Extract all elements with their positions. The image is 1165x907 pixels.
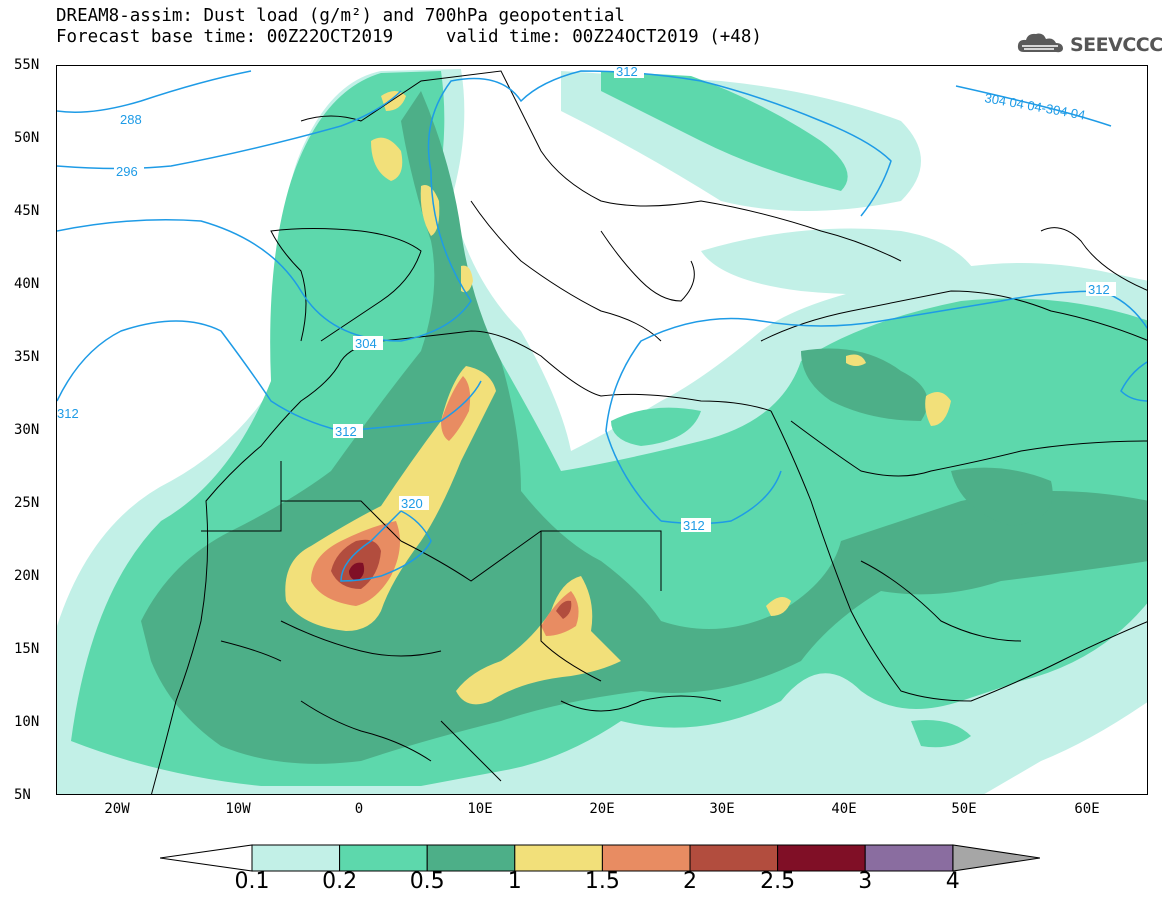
colorbar-tick-label: 0.1 [234,869,270,894]
colorbar-segment [777,844,866,872]
colorbar-tick-label: 2.5 [760,869,796,894]
contour-label-312-south: 312 [683,518,705,533]
colorbar-tick-label: 0.2 [322,869,358,894]
lon-label-60e: 60E [1074,801,1100,817]
lat-label-40n: 40N [14,276,40,292]
contour-label-288: 288 [120,112,142,127]
lat-label-35n: 35N [14,349,40,365]
dust-map: 288 296 304 312 312 312 312 312 320 304 … [56,65,1148,795]
map-subtitle: Forecast base time: 00Z22OCT2019 valid t… [56,27,762,47]
lat-label-20n: 20N [14,568,40,584]
lon-label-30e: 30E [709,801,735,817]
colorbar-segment [251,844,341,872]
map-title: DREAM8-assim: Dust load (g/m²) and 700hP… [56,6,625,26]
colorbar-tick-label: 0.5 [409,869,445,894]
contour-label-312-sahara: 312 [335,424,357,439]
lat-label-50n: 50N [14,130,40,146]
colorbar-segment [514,844,603,872]
dust-map-canvas: 288 296 304 312 312 312 312 312 320 304 … [57,66,1147,794]
contour-label-312-west: 312 [57,406,79,421]
lon-label-10e: 10E [467,801,493,817]
lat-label-25n: 25N [14,495,40,511]
contour-label-296: 296 [116,164,138,179]
lon-label-20w: 20W [104,801,130,817]
dust-fill-0p5 [141,91,1147,764]
lat-label-30n: 30N [14,422,40,438]
lat-label-5n: 5N [14,787,31,803]
colorbar-tick-label: 1 [507,869,522,894]
lat-label-10n: 10N [14,714,40,730]
colorbar-arrow-low [160,844,253,872]
colorbar-tick-label: 3 [858,869,873,894]
colorbar-tick-label: 1.5 [584,869,620,894]
colorbar-segment [864,844,954,872]
colorbar-segments [251,844,954,872]
colorbar-arrow-high [952,844,1040,872]
lon-label-40e: 40E [831,801,857,817]
contour-label-312-east: 312 [1088,282,1110,297]
logo-text: SEEVCCC [1070,34,1163,56]
seevccc-logo: SEEVCCC [1016,30,1163,60]
colorbar-tick-label: 2 [683,869,697,894]
lat-label-15n: 15N [14,641,40,657]
contour-label-320: 320 [401,496,423,511]
dust-fill-2p5 [349,562,365,581]
lon-label-50e: 50E [951,801,977,817]
colorbar-segment [689,844,779,872]
contour-label-312-north: 312 [616,66,638,79]
lon-label-10w: 10W [225,801,251,817]
lat-label-55n: 55N [14,57,40,73]
colorbar-segment [339,844,428,872]
cloud-icon [1016,30,1066,60]
colorbar-tick-label: 4 [945,869,960,894]
colorbar-segment [601,844,691,872]
colorbar [160,844,1040,872]
colorbar-segment [426,844,516,872]
contour-label-cluster: 304 04 04-304 04 [983,90,1086,122]
lon-label-20e: 20E [589,801,615,817]
lat-label-45n: 45N [14,203,40,219]
country-borders [151,70,1147,794]
contour-label-304: 304 [355,336,377,351]
lon-label-0: 0 [354,801,364,817]
